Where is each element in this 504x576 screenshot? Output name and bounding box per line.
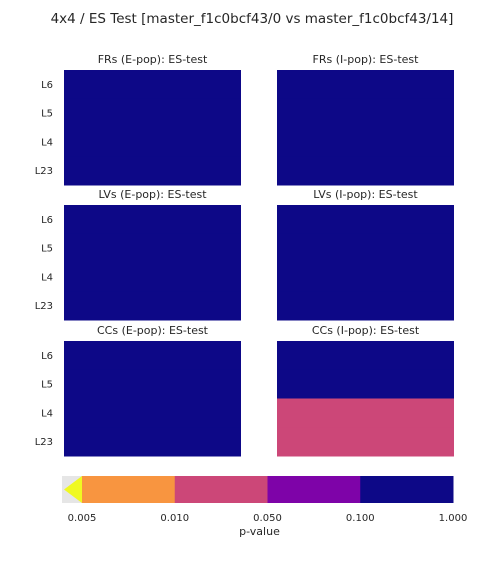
panel-title: FRs (I-pop): ES-test: [313, 53, 420, 66]
heatmap-panel: CCs (I-pop): ES-test: [277, 324, 454, 457]
heatmap-cell: [64, 70, 241, 100]
row-label: L4: [41, 137, 53, 148]
heatmap-cell: [277, 398, 454, 428]
heatmap-panels: FRs (E-pop): ES-test L6 L5 L4 L23 FRs (I-pop)…: [35, 53, 454, 457]
heatmap-cell: [277, 98, 454, 128]
colorbar-bin: [82, 476, 176, 503]
heatmap-cell: [277, 205, 454, 235]
colorbar-tick-label: 1.000: [439, 513, 468, 524]
row-label: L4: [41, 408, 53, 419]
row-label: L23: [35, 437, 53, 448]
heatmap-cell: [64, 427, 241, 457]
heatmap-cell: [277, 262, 454, 292]
panel-title: LVs (E-pop): ES-test: [98, 188, 207, 201]
heatmap-cell: [277, 427, 454, 457]
heatmap-cell: [277, 291, 454, 321]
colorbar-tick-label: 0.050: [253, 513, 282, 524]
heatmap-cell: [64, 291, 241, 321]
heatmap-cell: [64, 369, 241, 399]
heatmap-panel: FRs (E-pop): ES-test L6 L5 L4 L23: [35, 53, 241, 186]
heatmap-cell: [277, 70, 454, 100]
colorbar-bin: [174, 476, 268, 503]
colorbar-bin: [360, 476, 454, 503]
colorbar-tick-label: 0.010: [160, 513, 189, 524]
heatmap-cell: [277, 233, 454, 263]
row-label: L5: [41, 244, 53, 255]
colorbar-extend-min: [64, 476, 82, 503]
heatmap-cell: [64, 98, 241, 128]
heatmap-cell: [277, 341, 454, 371]
row-label: L23: [35, 301, 53, 312]
heatmap-cell: [64, 262, 241, 292]
colorbar: 0.005 0.010 0.050 0.100 1.000 p-value: [62, 476, 467, 538]
row-label: L5: [41, 109, 53, 120]
heatmap-cell: [64, 233, 241, 263]
row-label: L6: [41, 80, 53, 91]
colorbar-tick-label: 0.100: [346, 513, 375, 524]
heatmap-cell: [277, 156, 454, 186]
heatmap-cell: [64, 205, 241, 235]
colorbar-label: p-value: [239, 525, 280, 538]
heatmap-panel: FRs (I-pop): ES-test: [277, 53, 454, 186]
colorbar-bin: [267, 476, 361, 503]
heatmap-cell: [277, 127, 454, 157]
heatmap-cell: [64, 127, 241, 157]
heatmap-cell: [64, 398, 241, 428]
heatmap-cell: [64, 341, 241, 371]
row-label: L5: [41, 380, 53, 391]
colorbar-tick-label: 0.005: [68, 513, 97, 524]
row-label: L6: [41, 215, 53, 226]
panel-title: CCs (E-pop): ES-test: [97, 324, 209, 337]
row-label: L23: [35, 166, 53, 177]
heatmap-panel: CCs (E-pop): ES-test L6 L5 L4 L23: [35, 324, 241, 457]
heatmap-panel: LVs (E-pop): ES-test L6 L5 L4 L23: [35, 188, 241, 321]
panel-title: FRs (E-pop): ES-test: [98, 53, 208, 66]
panel-title: CCs (I-pop): ES-test: [312, 324, 420, 337]
heatmap-cell: [277, 369, 454, 399]
heatmap-cell: [64, 156, 241, 186]
row-label: L6: [41, 351, 53, 362]
heatmap-panel: LVs (I-pop): ES-test: [277, 188, 454, 321]
figure-title: 4x4 / ES Test [master_f1c0bcf43/0 vs mas…: [51, 11, 454, 27]
row-label: L4: [41, 272, 53, 283]
panel-title: LVs (I-pop): ES-test: [313, 188, 418, 201]
